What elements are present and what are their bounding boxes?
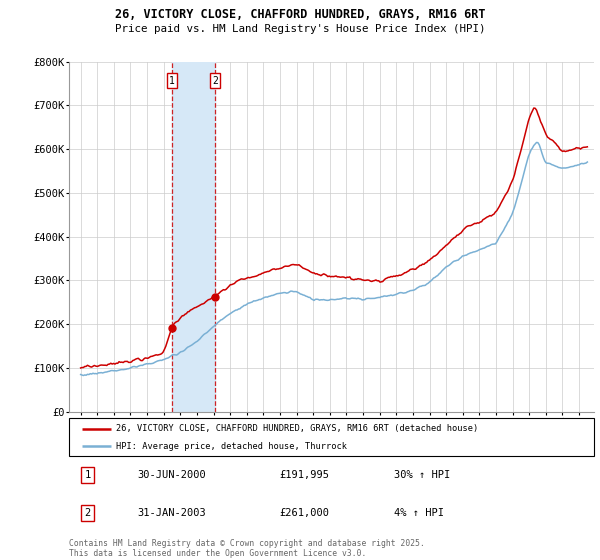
Text: 30% ↑ HPI: 30% ↑ HPI	[395, 470, 451, 480]
Text: Price paid vs. HM Land Registry's House Price Index (HPI): Price paid vs. HM Land Registry's House …	[115, 24, 485, 34]
Text: 2: 2	[84, 508, 91, 518]
FancyBboxPatch shape	[69, 418, 594, 456]
Text: 1: 1	[84, 470, 91, 480]
Text: 1: 1	[169, 76, 175, 86]
Text: Contains HM Land Registry data © Crown copyright and database right 2025.
This d: Contains HM Land Registry data © Crown c…	[69, 539, 425, 558]
Text: 26, VICTORY CLOSE, CHAFFORD HUNDRED, GRAYS, RM16 6RT (detached house): 26, VICTORY CLOSE, CHAFFORD HUNDRED, GRA…	[116, 424, 479, 433]
Bar	[172, 62, 215, 412]
Text: 4% ↑ HPI: 4% ↑ HPI	[395, 508, 445, 518]
Text: £191,995: £191,995	[279, 470, 329, 480]
Text: 31-JAN-2003: 31-JAN-2003	[137, 508, 206, 518]
Text: 30-JUN-2000: 30-JUN-2000	[137, 470, 206, 480]
Text: £261,000: £261,000	[279, 508, 329, 518]
Text: HPI: Average price, detached house, Thurrock: HPI: Average price, detached house, Thur…	[116, 442, 347, 451]
Text: 26, VICTORY CLOSE, CHAFFORD HUNDRED, GRAYS, RM16 6RT: 26, VICTORY CLOSE, CHAFFORD HUNDRED, GRA…	[115, 8, 485, 21]
Text: 2: 2	[212, 76, 218, 86]
